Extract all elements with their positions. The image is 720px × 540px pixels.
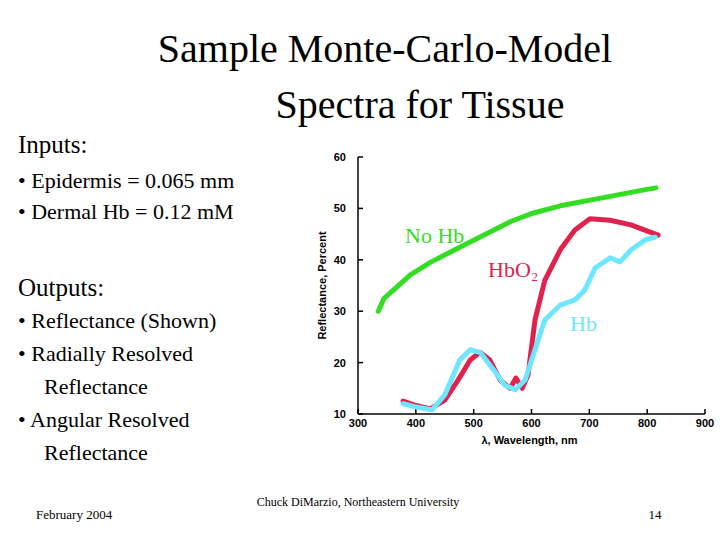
footer-author: Chuck DiMarzio, Northeastern University <box>257 495 460 509</box>
x-axis-label: λ, Wavelength, nm <box>481 434 577 446</box>
series-line <box>403 237 655 410</box>
y-tick <box>358 208 363 210</box>
plot-area <box>378 188 658 410</box>
y-tick <box>358 362 363 364</box>
output-item: Reflectance <box>44 374 148 399</box>
footer-date: February 2004 <box>36 507 113 522</box>
x-tick <box>646 409 648 414</box>
title: Sample Monte-Carlo-Model <box>158 26 612 71</box>
x-tick <box>473 409 475 414</box>
series-label: Hb <box>570 311 597 336</box>
series-line <box>378 188 656 311</box>
input-item: • Dermal Hb = 0.12 mM <box>18 199 234 224</box>
slide: Sample Monte-Carlo-Model Spectra for Tiss… <box>0 0 720 540</box>
y-tick <box>358 310 363 312</box>
x-tick-label: 900 <box>696 417 714 429</box>
y-axis <box>357 157 359 414</box>
y-axis-label: Reflectance, Percent <box>316 231 328 340</box>
x-tick <box>704 409 706 414</box>
x-tick-label: 600 <box>522 417 540 429</box>
output-item: • Radially Resolved <box>18 341 193 366</box>
page-number: 14 <box>649 507 663 522</box>
y-tick-label: 40 <box>334 254 346 266</box>
x-tick <box>531 409 533 414</box>
x-tick-label: 400 <box>407 417 425 429</box>
output-item: Reflectance <box>44 440 148 465</box>
title: Spectra for Tissue <box>276 82 565 127</box>
y-tick-label: 60 <box>334 151 346 163</box>
y-tick <box>358 259 363 261</box>
output-item: • Reflectance (Shown) <box>18 308 216 333</box>
x-tick <box>357 409 359 414</box>
x-tick-label: 500 <box>464 417 482 429</box>
y-tick-label: 30 <box>334 305 346 317</box>
inputs-heading: Inputs: <box>18 131 87 158</box>
y-tick <box>358 156 363 158</box>
output-item: • Angular Resolved <box>18 407 189 432</box>
series-label: No Hb <box>405 223 464 248</box>
chart: 10 20 30 40 50 60 300 400 500 600 700 800 900 λ, Wave… <box>316 151 714 446</box>
y-tick-label: 50 <box>334 202 346 214</box>
x-tick-label: 300 <box>349 417 367 429</box>
outputs-heading: Outputs: <box>18 274 104 301</box>
x-tick-label: 800 <box>638 417 656 429</box>
y-tick-label: 10 <box>334 408 346 420</box>
y-tick-label: 20 <box>334 357 346 369</box>
x-tick <box>415 409 417 414</box>
x-tick-label: 700 <box>580 417 598 429</box>
input-item: • Epidermis = 0.065 mm <box>18 168 234 193</box>
x-tick <box>589 409 591 414</box>
series-label: HbO₂ <box>488 257 538 282</box>
background <box>0 0 720 540</box>
series-line <box>403 219 658 409</box>
